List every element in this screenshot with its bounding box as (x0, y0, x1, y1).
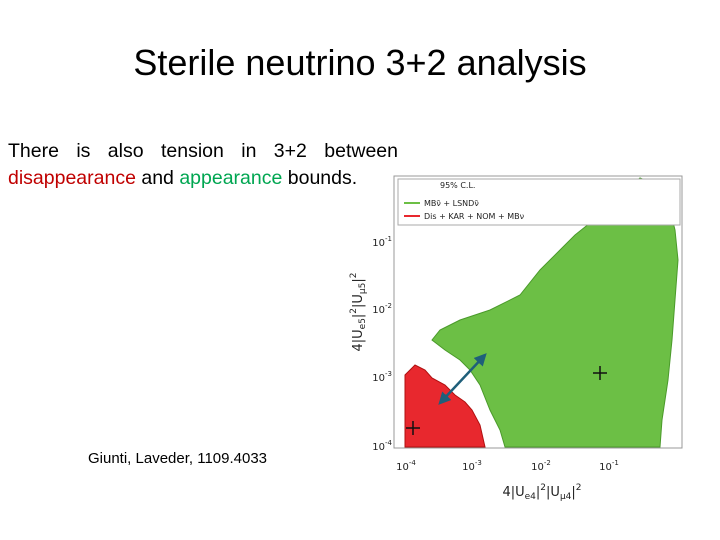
tick-label: 10-3 (372, 370, 392, 384)
label-part: 2 (349, 272, 359, 278)
tick-base: 10 (372, 238, 385, 249)
tension-arrow (438, 353, 487, 405)
tick-base: 10 (599, 462, 612, 473)
tick-label: 10-2 (372, 302, 392, 316)
slide-title: Sterile neutrino 3+2 analysis (133, 42, 587, 83)
body-line: There is also tension in 3+2 between (8, 140, 398, 162)
legend-entry: MBν̄ + LSNDν̄ (424, 199, 479, 208)
cl-label: 95% C.L. (440, 181, 475, 190)
best-fit-markers (406, 366, 607, 435)
label-part: 2 (540, 483, 546, 493)
label-part: | (351, 314, 366, 318)
tick-label: 10-3 (462, 459, 482, 473)
tick-base: 10 (462, 462, 475, 473)
tick-label: 10-4 (396, 459, 416, 473)
label-part: |U (546, 485, 560, 500)
label-part: 4|U (502, 485, 524, 500)
label-part: μ4 (560, 492, 572, 502)
label-part: e4 (525, 492, 537, 502)
label-part: μ5 (358, 283, 368, 294)
tick-base: 10 (531, 462, 544, 473)
tick-exponent: -4 (385, 439, 393, 447)
tick-base: 10 (372, 373, 385, 384)
body-text: There is also tension in 3+2 between dis… (8, 138, 398, 192)
body-word: and (141, 167, 174, 189)
tick-exponent: -3 (385, 370, 392, 378)
highlight-red: disappearance (8, 167, 136, 189)
label-part: | (351, 278, 366, 282)
tick-exponent: -2 (544, 459, 551, 467)
tick-base: 10 (372, 442, 385, 453)
legend-entry: Dis + KAR + NOM + MBν (424, 212, 525, 221)
label-part: | (536, 485, 540, 500)
citation: Giunti, Laveder, 1109.4033 (88, 450, 268, 467)
label-part: e5 (358, 318, 368, 329)
tick-exponent: -2 (385, 302, 392, 310)
tick-label: 10-1 (599, 459, 619, 473)
tick-exponent: -3 (475, 459, 482, 467)
label-part: 4|U (351, 329, 366, 351)
tick-base: 10 (372, 305, 385, 316)
tick-exponent: -1 (385, 235, 392, 243)
label-part: | (571, 485, 575, 500)
legend-box (397, 178, 681, 226)
label-part: 2 (576, 483, 582, 493)
body-word: bounds. (287, 167, 358, 189)
tick-label: 10-1 (372, 235, 392, 249)
label-part: |U (351, 294, 366, 308)
tick-label: 10-4 (372, 439, 392, 453)
tick-exponent: -1 (612, 459, 619, 467)
highlight-green: appearance (179, 167, 283, 189)
label-part: 2 (349, 308, 359, 314)
y-axis-label: 4|Ue5|2|Uμ5|2 (349, 272, 368, 351)
tick-exponent: -4 (409, 459, 417, 467)
tick-label: 10-2 (531, 459, 551, 473)
x-axis-label: 4|Ue4|2|Uμ4|2 (502, 483, 581, 502)
tick-base: 10 (396, 462, 409, 473)
